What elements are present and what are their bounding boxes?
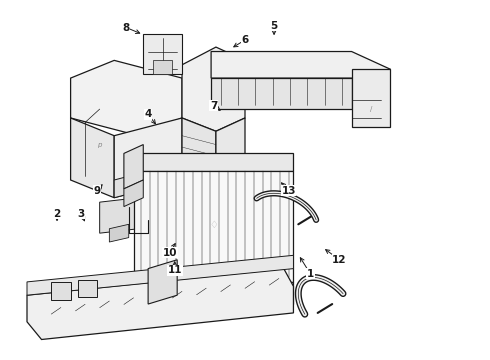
Polygon shape [27,269,294,339]
Text: 13: 13 [281,186,296,195]
Polygon shape [51,282,71,300]
Polygon shape [134,171,294,282]
Polygon shape [143,34,182,74]
Polygon shape [114,118,182,198]
Text: 7: 7 [210,100,217,111]
Polygon shape [114,162,182,198]
Text: 1: 1 [307,269,314,279]
Polygon shape [153,60,172,74]
Polygon shape [124,180,143,207]
Text: 4: 4 [145,109,152,120]
Polygon shape [148,260,177,304]
Polygon shape [134,282,294,304]
Polygon shape [124,145,143,189]
Text: 11: 11 [168,265,182,275]
Text: 2: 2 [53,209,61,219]
Polygon shape [225,202,245,238]
Text: $\diamondsuit$: $\diamondsuit$ [209,218,218,230]
Text: 6: 6 [242,35,248,45]
Polygon shape [78,280,97,297]
Polygon shape [352,69,391,127]
Text: 3: 3 [77,209,85,219]
Polygon shape [182,118,216,238]
Polygon shape [109,224,129,242]
Text: 12: 12 [332,255,347,265]
Polygon shape [211,51,391,96]
Polygon shape [216,189,245,233]
Text: 9: 9 [94,186,101,195]
Polygon shape [71,60,182,136]
Text: 8: 8 [122,23,130,33]
Text: 10: 10 [163,248,177,258]
Text: /: / [370,106,372,112]
Polygon shape [27,255,294,295]
Text: p: p [98,141,102,148]
Polygon shape [99,198,138,233]
Polygon shape [182,47,245,131]
Polygon shape [71,118,114,198]
Polygon shape [134,153,294,171]
Polygon shape [216,118,245,238]
Text: 5: 5 [270,21,278,31]
Polygon shape [211,78,352,109]
